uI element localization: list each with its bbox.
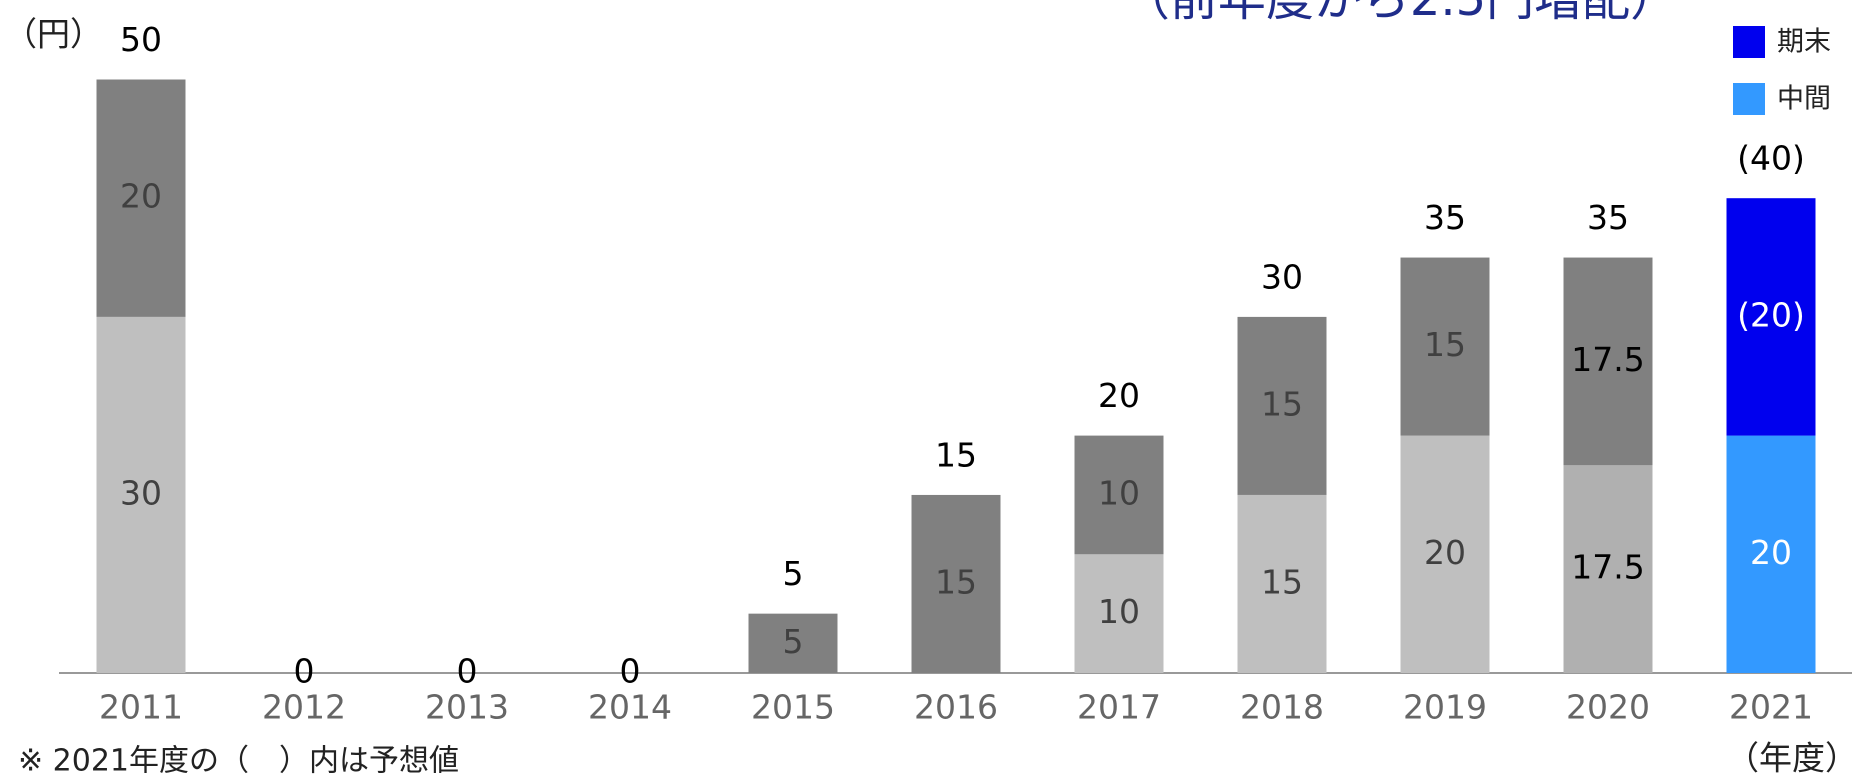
note: ※ 2021年度の（ ）内は予想値 xyxy=(18,744,459,779)
bar-segment xyxy=(1237,316,1327,495)
legend-label: 期末 xyxy=(1777,27,1831,58)
segment-label: 5 xyxy=(783,622,804,661)
bar-segment xyxy=(1074,435,1164,555)
legend-swatch xyxy=(1733,83,1765,115)
segment-label: 17.5 xyxy=(1571,548,1644,587)
bar-segment xyxy=(1726,435,1816,673)
total-label: 0 xyxy=(620,652,641,691)
legend-label: 中間 xyxy=(1777,84,1831,115)
segment-label: 17.5 xyxy=(1571,340,1644,379)
x-tick-label: 2019 xyxy=(1403,688,1487,727)
y-unit-label: （円） xyxy=(4,15,103,54)
total-label: 20 xyxy=(1098,376,1140,415)
bar-segment xyxy=(1563,465,1653,673)
segment-label: (20) xyxy=(1737,295,1805,334)
bar-segment xyxy=(911,494,1001,673)
bar-segment xyxy=(748,613,838,673)
x-tick-label: 2015 xyxy=(751,688,835,727)
segment-label: 30 xyxy=(120,473,162,512)
total-label: 0 xyxy=(457,652,478,691)
total-label: 50 xyxy=(120,20,162,59)
total-label: 0 xyxy=(294,652,315,691)
segment-label: 10 xyxy=(1098,473,1140,512)
x-tick-label: 2018 xyxy=(1240,688,1324,727)
x-tick-label: 2013 xyxy=(425,688,509,727)
x-tick-label: 2014 xyxy=(588,688,672,727)
x-tick-label: 2017 xyxy=(1077,688,1161,727)
segment-label: 20 xyxy=(120,177,162,216)
bar-segment xyxy=(1237,494,1327,673)
total-label: (40) xyxy=(1737,139,1805,178)
segment-label: 15 xyxy=(1424,325,1466,364)
legend-swatch xyxy=(1733,26,1765,58)
total-label: 35 xyxy=(1424,198,1466,237)
x-unit-label: （年度） xyxy=(1726,739,1858,778)
x-tick-label: 2012 xyxy=(262,688,346,727)
x-tick-label: 2016 xyxy=(914,688,998,727)
segment-label: 10 xyxy=(1098,592,1140,631)
chart-title: （前年度から2.5円増配） xyxy=(1122,0,1678,27)
x-tick-label: 2020 xyxy=(1566,688,1650,727)
total-label: 15 xyxy=(935,435,977,474)
segment-label: 20 xyxy=(1424,533,1466,572)
segment-label: 20 xyxy=(1750,533,1792,572)
bar-segment xyxy=(1563,257,1653,466)
bar-segment xyxy=(96,79,186,317)
total-label: 30 xyxy=(1261,257,1303,296)
segment-label: 15 xyxy=(935,562,977,601)
x-tick-label: 2011 xyxy=(99,688,183,727)
bar-segment xyxy=(1726,198,1816,436)
segment-label: 15 xyxy=(1261,562,1303,601)
bar-segment xyxy=(1400,257,1490,436)
total-label: 5 xyxy=(783,554,804,593)
x-tick-label: 2021 xyxy=(1729,688,1813,727)
bar-segment xyxy=(96,316,186,673)
bar-segment xyxy=(1074,554,1164,673)
segment-label: 15 xyxy=(1261,384,1303,423)
total-label: 35 xyxy=(1587,198,1629,237)
bar-segment xyxy=(1400,435,1490,673)
